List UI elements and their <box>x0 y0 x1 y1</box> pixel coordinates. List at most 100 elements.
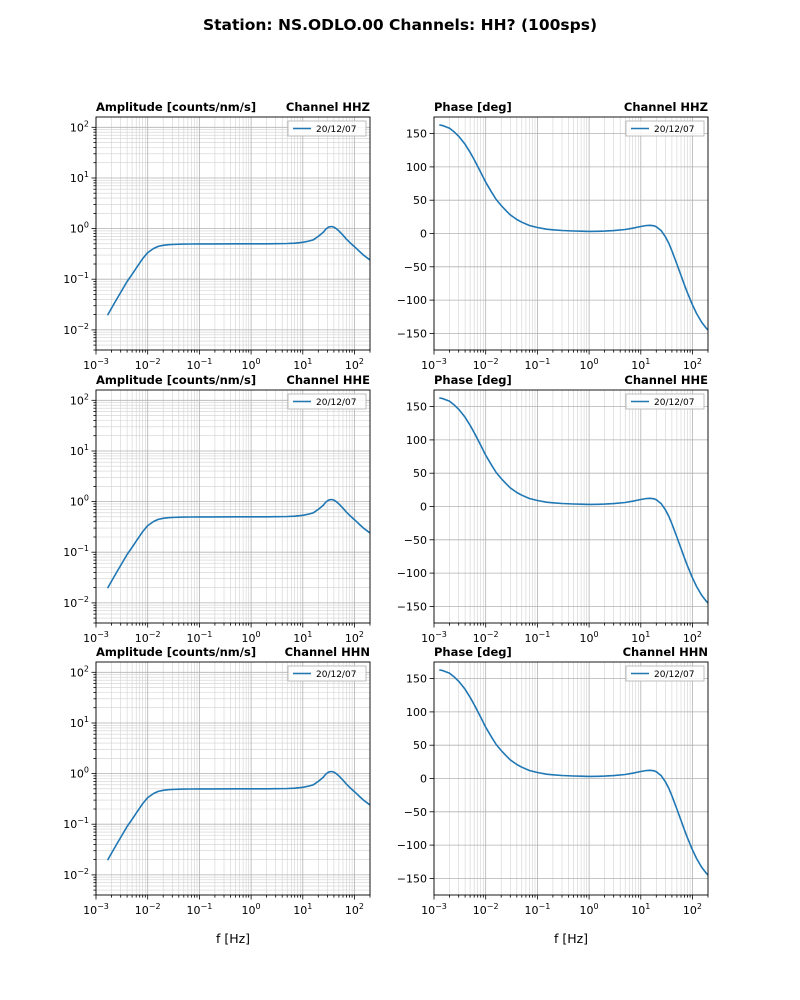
chart-canvas-phase-hhn: 10−3 10−2 10−1 100 101 102 −150 −100 −50 0 50 100 15… <box>397 645 709 946</box>
svg-text:100: 100 <box>242 902 261 917</box>
legend: 20/12/07 <box>625 665 705 682</box>
subplot-title-right: Channel HHZ <box>286 101 370 114</box>
response-curve <box>439 397 708 604</box>
figure-title: Station: NS.ODLO.00 Channels: HH? (100sp… <box>202 16 598 34</box>
axis-ticks <box>429 678 709 900</box>
grid-major <box>433 117 708 350</box>
svg-text:−150: −150 <box>397 600 427 613</box>
svg-text:102: 102 <box>683 630 702 644</box>
svg-text:100: 100 <box>580 357 599 371</box>
svg-text:101: 101 <box>70 443 89 458</box>
legend-label: 20/12/07 <box>654 670 694 680</box>
svg-text:10−1: 10−1 <box>187 357 213 371</box>
svg-text:150: 150 <box>406 128 427 141</box>
svg-text:101: 101 <box>293 357 312 371</box>
chart-canvas-amplitude-hhn: 10−3 10−2 10−1 100 101 102 10−2 10−1 100 101 102 Am… <box>63 645 371 946</box>
svg-text:10−1: 10−1 <box>187 902 213 917</box>
chart-canvas-amplitude-hhe: 10−3 10−2 10−1 100 101 102 10−2 10−1 100 101 102 Am… <box>63 373 371 645</box>
subplot-title-left: Amplitude [counts/nm/s] <box>96 646 256 659</box>
subplot-title-left: Phase [deg] <box>434 646 512 659</box>
grid-minor <box>96 117 371 351</box>
svg-text:10−3: 10−3 <box>83 630 109 644</box>
svg-text:10−2: 10−2 <box>135 357 161 371</box>
legend-label: 20/12/07 <box>316 125 356 135</box>
response-curve <box>439 669 708 876</box>
svg-text:10−2: 10−2 <box>135 902 161 917</box>
svg-text:102: 102 <box>683 902 702 917</box>
svg-text:−50: −50 <box>404 806 427 819</box>
svg-text:−150: −150 <box>397 327 427 340</box>
x-axis-label: f [Hz] <box>554 931 588 946</box>
subplot-title-right: Channel HHZ <box>624 101 708 114</box>
legend: 20/12/07 <box>287 393 367 410</box>
svg-text:102: 102 <box>345 357 364 371</box>
svg-text:102: 102 <box>70 119 89 134</box>
svg-text:10−1: 10−1 <box>187 630 213 644</box>
svg-text:10−3: 10−3 <box>421 630 447 644</box>
svg-text:10−1: 10−1 <box>63 544 89 559</box>
subplot-title-right: Channel HHE <box>286 374 370 387</box>
legend: 20/12/07 <box>625 120 705 137</box>
axis-ticks <box>429 133 709 355</box>
svg-text:100: 100 <box>406 161 427 174</box>
svg-text:100: 100 <box>242 630 261 644</box>
legend-label: 20/12/07 <box>654 125 694 135</box>
svg-text:−150: −150 <box>397 872 427 885</box>
axis-ticks <box>429 406 709 628</box>
svg-text:10−3: 10−3 <box>421 902 447 917</box>
svg-text:10−3: 10−3 <box>421 357 447 371</box>
subplot-amplitude-hhe: 10−3 10−2 10−1 100 101 102 10−2 10−1 100 101 102 Am… <box>30 373 386 648</box>
svg-text:10−2: 10−2 <box>473 630 499 644</box>
svg-text:102: 102 <box>70 392 89 407</box>
svg-text:101: 101 <box>631 902 650 917</box>
svg-text:101: 101 <box>293 630 312 644</box>
svg-text:101: 101 <box>631 357 650 371</box>
svg-text:150: 150 <box>406 673 427 686</box>
svg-text:10−1: 10−1 <box>525 630 551 644</box>
subplot-title-left: Phase [deg] <box>434 101 512 114</box>
svg-text:150: 150 <box>406 401 427 414</box>
subplot-title-left: Phase [deg] <box>434 374 512 387</box>
subplot-phase-hhe: 10−3 10−2 10−1 100 101 102 −150 −100 −50 0 50 100 15… <box>368 373 724 648</box>
svg-text:102: 102 <box>345 902 364 917</box>
svg-text:10−3: 10−3 <box>83 357 109 371</box>
subplot-title-right: Channel HHN <box>285 646 370 659</box>
svg-text:10−3: 10−3 <box>83 902 109 917</box>
grid-minor <box>96 662 371 896</box>
legend: 20/12/07 <box>287 120 367 137</box>
svg-text:0: 0 <box>420 501 427 514</box>
subplot-title-right: Channel HHN <box>623 646 708 659</box>
svg-text:−100: −100 <box>397 839 427 852</box>
svg-text:−100: −100 <box>397 294 427 307</box>
subplot-phase-hhz: 10−3 10−2 10−1 100 101 102 −150 −100 −50 0 50 100 15… <box>368 100 724 375</box>
svg-text:102: 102 <box>345 630 364 644</box>
svg-text:10−2: 10−2 <box>63 867 89 882</box>
legend-label: 20/12/07 <box>654 398 694 408</box>
svg-text:100: 100 <box>70 221 89 236</box>
svg-text:10−2: 10−2 <box>473 357 499 371</box>
response-curve <box>107 770 370 861</box>
svg-text:50: 50 <box>413 739 427 752</box>
svg-text:100: 100 <box>70 494 89 509</box>
subplot-phase-hhn: 10−3 10−2 10−1 100 101 102 −150 −100 −50 0 50 100 15… <box>368 645 724 950</box>
chart-canvas-phase-hhe: 10−3 10−2 10−1 100 101 102 −150 −100 −50 0 50 100 15… <box>397 373 709 645</box>
svg-text:101: 101 <box>631 630 650 644</box>
svg-text:101: 101 <box>70 170 89 185</box>
svg-text:10−1: 10−1 <box>63 271 89 286</box>
subplot-title-left: Amplitude [counts/nm/s] <box>96 101 256 114</box>
grid-major <box>433 390 708 623</box>
svg-text:100: 100 <box>242 357 261 371</box>
svg-text:−50: −50 <box>404 534 427 547</box>
svg-text:100: 100 <box>580 902 599 917</box>
svg-text:101: 101 <box>70 715 89 730</box>
svg-text:−100: −100 <box>397 567 427 580</box>
subplot-amplitude-hhz: 10−3 10−2 10−1 100 101 102 10−2 10−1 100 101 102 Am… <box>30 100 386 375</box>
svg-text:10−2: 10−2 <box>63 595 89 610</box>
svg-text:10−1: 10−1 <box>525 357 551 371</box>
legend: 20/12/07 <box>287 665 367 682</box>
axis-ticks <box>91 126 371 355</box>
svg-text:10−1: 10−1 <box>525 902 551 917</box>
grid-minor <box>96 390 371 624</box>
svg-text:10−2: 10−2 <box>135 630 161 644</box>
